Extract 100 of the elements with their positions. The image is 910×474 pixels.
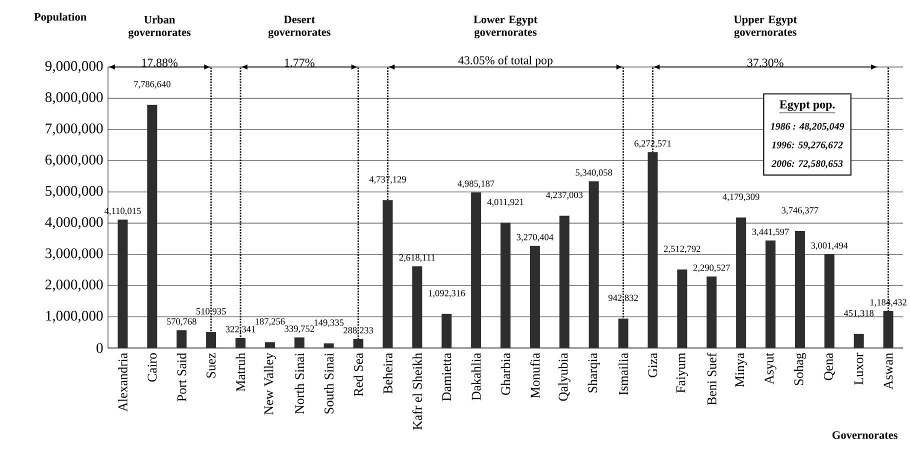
x-tick-label: Sohag (794, 352, 806, 386)
data-label: 187,256 (256, 318, 285, 326)
x-tick-label: Beni Suef (706, 352, 716, 406)
x-tick-label: Dakahlia (471, 352, 481, 400)
y-tick-label: 6,000,000 (45, 154, 103, 167)
data-label: 3,270,404 (516, 234, 554, 242)
x-tick-label: Beheira (383, 352, 392, 394)
bar (442, 314, 452, 348)
x-tick-label: Qena (824, 352, 835, 380)
data-label: 4,737,129 (369, 176, 406, 184)
data-label: 7,786,640 (134, 81, 170, 89)
bar (382, 200, 393, 348)
data-label: 149,335 (314, 319, 344, 328)
bar (530, 246, 540, 348)
data-label: 2,512,792 (664, 246, 700, 254)
y-axis-title: Population (34, 12, 86, 23)
bar (264, 342, 275, 348)
x-tick-label: Faiyum (676, 352, 688, 393)
y-tick-label: 5,000,000 (46, 186, 103, 198)
bar (824, 254, 834, 348)
data-label: 451,318 (844, 310, 874, 318)
bar (118, 220, 128, 348)
bar (559, 216, 570, 348)
x-tick-label: Luxor (854, 352, 864, 385)
bar (706, 276, 717, 348)
annotation: Egypt pop. (780, 100, 835, 111)
x-tick-label: Suez (206, 353, 216, 378)
bar (618, 318, 628, 348)
bar (176, 330, 187, 348)
bar (854, 334, 864, 348)
y-tick-label: 2,000,000 (46, 280, 103, 292)
data-label: 4,179,309 (722, 194, 760, 202)
x-tick-label: Asyut (764, 352, 776, 384)
bar (883, 311, 894, 348)
x-tick-label: Qalyubia (558, 352, 570, 401)
bar (324, 343, 334, 348)
data-label: 1,184,432 (870, 299, 906, 307)
x-tick-label: Gharbia (500, 352, 510, 395)
x-tick-label: Port Said (176, 352, 186, 402)
data-label: 570,768 (167, 318, 196, 326)
x-tick-label: North Sinai (294, 352, 304, 414)
bar (353, 339, 364, 348)
text: Lower Egypt governorates (474, 16, 538, 38)
data-label: 4,011,921 (487, 198, 524, 206)
bar (766, 240, 776, 348)
bar (648, 152, 658, 348)
bar (236, 338, 246, 348)
x-tick-label: Damietta (442, 352, 452, 401)
y-tick-label: 0 (96, 343, 103, 353)
bar (500, 222, 511, 348)
x-tick-label: Matruh (236, 352, 246, 392)
data-label: 3,746,377 (782, 207, 818, 215)
data-label: 510,935 (196, 308, 226, 316)
x-tick-label: Aswan (884, 352, 893, 390)
x-tick-label: New Valley (264, 352, 276, 415)
text: Upper Egypt governorates (734, 16, 797, 38)
annotation: 2006: 72,580,653 (771, 160, 843, 168)
data-label: 6,272,571 (634, 140, 671, 148)
data-label: 2,618,111 (399, 254, 435, 262)
x-tick-label: Cairo (148, 353, 157, 382)
x-tick-label: Sharqia (588, 352, 600, 392)
data-label: 322,341 (226, 326, 256, 334)
x-axis-title: Governorates (832, 431, 898, 439)
bar (736, 218, 746, 348)
data-label: 4,237,003 (546, 192, 583, 200)
y-tick-label: 8,000,000 (45, 92, 103, 104)
x-tick-label: Alexandria (118, 352, 128, 412)
x-tick-label: Minya (735, 352, 747, 387)
y-tick-label: 7,000,000 (46, 123, 103, 136)
data-label: 339,752 (284, 326, 314, 334)
bar (412, 266, 422, 348)
data-label: 1,092,316 (428, 290, 465, 298)
annotation: 1986 : 48,205,049 (770, 122, 844, 132)
x-tick-label: Ismailia (618, 352, 628, 395)
annotation: 1996: 59,276,672 (772, 142, 843, 150)
bar (677, 270, 688, 348)
y-tick-label: 9,000,000 (45, 61, 103, 73)
data-label: 3,441,597 (752, 228, 789, 236)
text: 17.88% (142, 58, 178, 67)
data-label: 4,985,187 (458, 180, 494, 188)
bar (206, 332, 216, 348)
y-tick-label: 4,000,000 (45, 217, 103, 230)
text: 43.05% of total pop (458, 56, 553, 67)
data-label: 5,340,058 (576, 169, 612, 178)
text: Urban governorates (128, 16, 191, 38)
y-tick-label: 3,000,000 (46, 248, 103, 260)
data-label: 4,110,015 (104, 208, 141, 216)
data-label: 3,001,494 (811, 242, 848, 250)
x-tick-label: Red Sea (354, 352, 363, 396)
bar (147, 104, 158, 348)
bar (588, 181, 599, 348)
x-tick-label: South Sinai (324, 352, 334, 414)
text: 1.77% (284, 58, 314, 67)
x-tick-label: Giza (648, 352, 658, 378)
data-label: 288,233 (344, 327, 374, 335)
text: Desert governorates (268, 16, 330, 38)
data-label: 942,832 (608, 294, 638, 302)
bar (294, 337, 304, 348)
bar (794, 231, 805, 348)
x-tick-label: Monufia (530, 352, 540, 398)
